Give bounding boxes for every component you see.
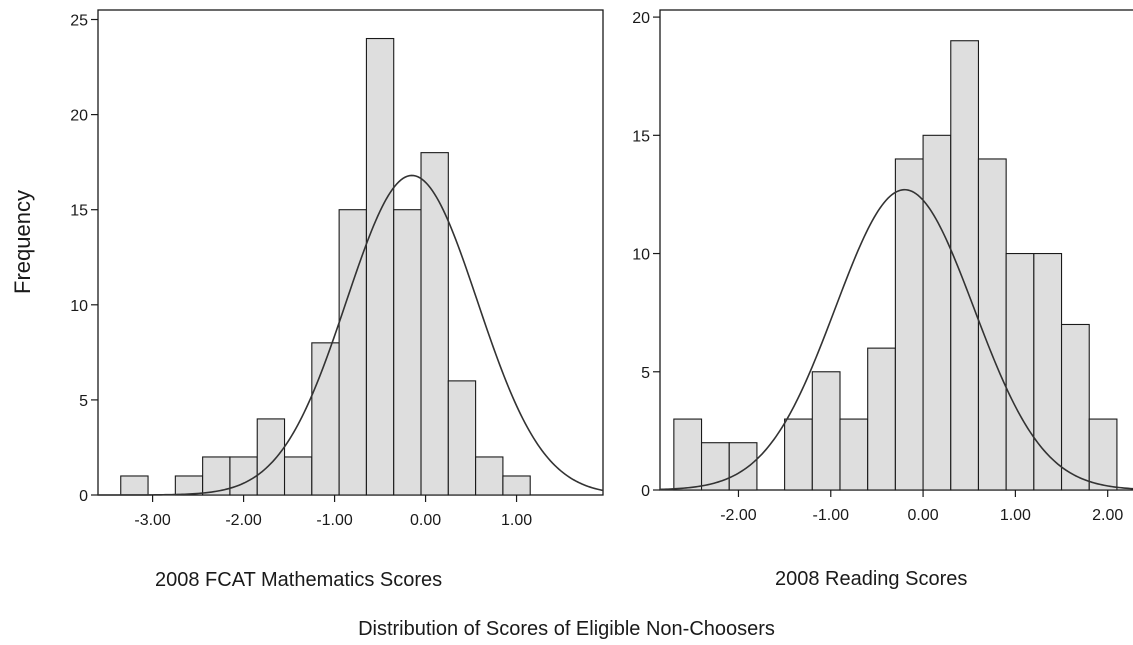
y-tick-label: 15: [632, 128, 650, 145]
y-axis-label: Frequency: [8, 190, 38, 294]
y-tick-label: 5: [79, 393, 88, 410]
x-tick-label: -2.00: [720, 507, 757, 524]
y-tick-label: 0: [79, 488, 88, 505]
y-tick-label: 20: [632, 10, 650, 27]
x-tick-label: -1.00: [813, 507, 850, 524]
histogram-math: 0 5 10 15 20 25 -3.00 -2.00 -1.00 0.00 1.00: [70, 9, 604, 529]
histogram-bar: [202, 456, 231, 496]
histogram-bar: [867, 347, 896, 491]
histogram-bar: [174, 475, 204, 496]
y-tick-label: 20: [70, 108, 88, 125]
y-tick-label: 0: [641, 483, 650, 500]
y-tick-label: 15: [70, 203, 88, 220]
normal-curve: [98, 174, 604, 496]
histogram-bar: [283, 456, 313, 496]
histogram-bar: [338, 209, 367, 496]
histogram-bar: [894, 158, 924, 491]
x-axis-label-math: 2008 FCAT Mathematics Scores: [155, 569, 443, 591]
histogram-bar: [784, 418, 813, 491]
y-tick-label: 10: [70, 298, 88, 315]
x-tick-label: 1.00: [1000, 507, 1031, 524]
histogram-bar: [120, 475, 149, 496]
histogram-bar: [502, 475, 531, 496]
histogram-bar: [311, 342, 340, 496]
histogram-bar: [977, 158, 1007, 491]
histogram-bar: [365, 37, 395, 496]
histogram-bar: [922, 134, 952, 491]
histogram-bar: [1088, 418, 1118, 491]
y-axis-label-text: Frequency: [10, 190, 35, 294]
histogram-bar: [839, 418, 869, 491]
normal-curve: [659, 188, 1133, 491]
histogram-bar: [673, 418, 703, 491]
x-tick-label: 0.00: [410, 512, 441, 529]
histogram-bar: [420, 152, 449, 496]
histogram-bar: [256, 418, 286, 496]
histogram-reading: 0 5 10 15 20 -2.00 -1.00 0.00 1.00 2.00: [632, 9, 1133, 524]
histogram-bar: [475, 456, 504, 496]
histogram-bar: [1060, 323, 1090, 491]
y-tick-label: 5: [641, 365, 650, 382]
histogram-bar: [229, 456, 258, 496]
figure-caption: Distribution of Scores of Eligible Non-C…: [358, 618, 775, 640]
histogram-bar: [728, 442, 758, 491]
histogram-bar: [393, 209, 422, 496]
x-tick-label: -1.00: [316, 512, 353, 529]
histogram-bar: [811, 371, 841, 491]
y-tick-label: 25: [70, 13, 88, 30]
x-tick-label: -3.00: [134, 512, 171, 529]
x-tick-label: 2.00: [1092, 507, 1123, 524]
histogram-bar: [950, 40, 980, 491]
x-tick-label: 0.00: [908, 507, 939, 524]
x-axis-label-reading: 2008 Reading Scores: [775, 568, 968, 590]
histogram-bar: [447, 380, 477, 496]
x-tick-label: -2.00: [225, 512, 262, 529]
y-tick-label: 10: [632, 247, 650, 264]
x-tick-label: 1.00: [501, 512, 532, 529]
histogram-bar: [1005, 252, 1035, 491]
